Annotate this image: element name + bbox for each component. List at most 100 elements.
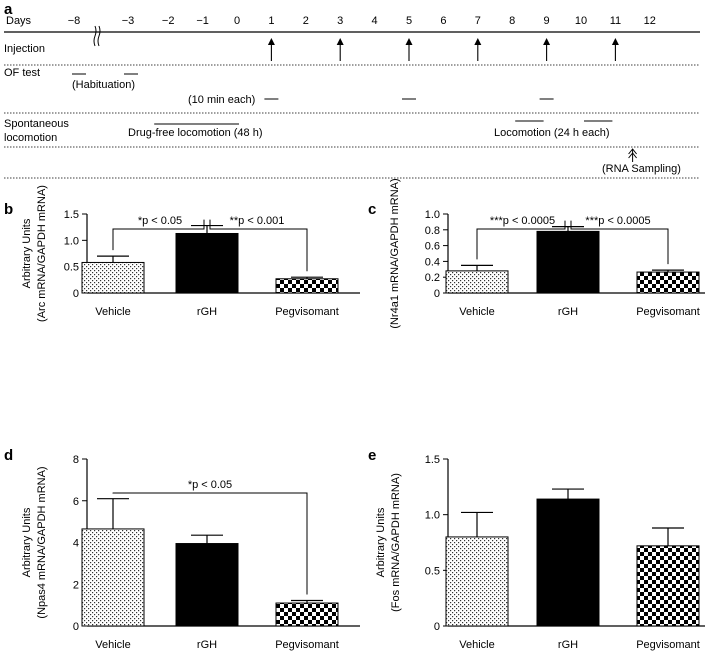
y-axis-label: Arbitrary Units xyxy=(375,507,387,577)
bar-pegvisomant xyxy=(636,545,700,627)
injection-arrow-head xyxy=(611,38,619,45)
day-tick-label: 2 xyxy=(303,15,309,27)
y-axis-label: Arbitrary Units xyxy=(21,218,33,288)
bar-vehicle xyxy=(445,536,509,627)
y-tick-label: 1.5 xyxy=(64,209,79,221)
day-tick-label: 9 xyxy=(544,15,550,27)
y-tick-label: 0 xyxy=(434,288,440,300)
bar-pegvisomant xyxy=(275,602,339,627)
y-axis-label-sub: (Npas4 mRNA/GAPDH mRNA) xyxy=(36,466,48,618)
category-label: Pegvisomant xyxy=(275,639,339,651)
chart-panel-e: e 0 0.5 1.0 1.5 Arbitrary Units (Fos mRNA/GAPD… xyxy=(368,447,705,651)
day-tick-label: 11 xyxy=(610,15,621,27)
day-tick-label: 3 xyxy=(337,15,343,27)
day-tick-label: 8 xyxy=(509,15,515,27)
injection-arrow-head xyxy=(474,38,482,45)
row-label-locomotion: locomotion xyxy=(4,132,57,144)
significance-bracket xyxy=(476,220,566,260)
significance-bracket xyxy=(209,219,308,272)
bar-vehicle xyxy=(81,528,145,627)
day-tick-label: −8 xyxy=(68,15,81,27)
day-tick-label: 6 xyxy=(440,15,446,27)
bar-rgh xyxy=(536,498,600,627)
category-label: Vehicle xyxy=(95,306,130,318)
y-tick-label: 0.6 xyxy=(425,241,440,253)
significance-bracket xyxy=(570,220,669,265)
category-label: Pegvisomant xyxy=(636,639,700,651)
panel-letter-a: a xyxy=(4,1,13,18)
axis-break-left xyxy=(93,25,97,47)
day-tick-label: 7 xyxy=(475,15,481,27)
category-label: rGH xyxy=(197,306,217,318)
bar-rgh xyxy=(175,543,239,627)
category-label: Pegvisomant xyxy=(636,306,700,318)
category-label: rGH xyxy=(558,306,578,318)
y-tick-label: 0 xyxy=(73,621,79,633)
category-label: Vehicle xyxy=(459,639,494,651)
y-tick-label: 0.4 xyxy=(425,256,440,268)
day-tick-labels: −8 −3 −2 −1 0 1 2 3 4 5 6 7 8 9 10 11 12 xyxy=(68,15,656,27)
locomotion-24h-label: Locomotion (24 h each) xyxy=(494,127,610,139)
category-label: Pegvisomant xyxy=(275,306,339,318)
day-tick-label: 0 xyxy=(234,15,240,27)
injection-arrow-head xyxy=(336,38,344,45)
rna-sampling-label: (RNA Sampling) xyxy=(602,163,681,175)
day-tick-label: 10 xyxy=(575,15,587,27)
day-tick-label: −1 xyxy=(196,15,209,27)
chart-panel-b: b 0 0.5 1.0 1.5 Arbitrary Units (Arc mRNA/GAPD… xyxy=(4,185,360,322)
habituation-label: (Habituation) xyxy=(72,79,135,91)
significance-label: ***p < 0.0005 xyxy=(490,215,555,227)
day-tick-label: 5 xyxy=(406,15,412,27)
injection-arrows xyxy=(267,38,619,61)
chart-panel-c: c 0 0.2 0.4 0.6 0.8 1.0 (Nr4a1 mRNA/GAPDH mRNA)… xyxy=(368,178,705,329)
day-tick-label: 4 xyxy=(372,15,378,27)
y-tick-label: 0.2 xyxy=(425,272,440,284)
axis-break-right xyxy=(97,25,101,47)
bar-rgh xyxy=(175,232,239,294)
row-label-injection: Injection xyxy=(4,43,45,55)
panel-letter: d xyxy=(4,447,13,464)
category-label: Vehicle xyxy=(459,306,494,318)
day-tick-label: 1 xyxy=(268,15,274,27)
significance-bracket xyxy=(112,492,308,595)
bar-vehicle xyxy=(445,270,509,294)
y-tick-label: 1.5 xyxy=(425,454,440,466)
significance-bracket xyxy=(112,219,205,251)
significance-label: *p < 0.05 xyxy=(138,215,182,227)
day-tick-label: 12 xyxy=(644,15,656,27)
bar-vehicle xyxy=(81,261,145,294)
row-label-of-test: OF test xyxy=(4,67,40,79)
y-tick-label: 8 xyxy=(73,454,79,466)
category-label: Vehicle xyxy=(95,639,130,651)
y-axis-label: Arbitrary Units xyxy=(21,507,33,577)
y-axis-label-sub: (Arc mRNA/GAPDH mRNA) xyxy=(36,185,48,322)
drug-free-label: Drug-free locomotion (48 h) xyxy=(128,127,263,139)
y-tick-label: 4 xyxy=(73,538,79,550)
ten-min-label: (10 min each) xyxy=(188,94,255,106)
day-tick-label: −2 xyxy=(162,15,175,27)
category-label: rGH xyxy=(558,639,578,651)
panel-letter: b xyxy=(4,201,13,218)
panel-letter: c xyxy=(368,201,376,218)
y-tick-label: 6 xyxy=(73,496,79,508)
y-tick-label: 0 xyxy=(73,288,79,300)
y-tick-label: 0 xyxy=(434,621,440,633)
rna-arrow-head xyxy=(628,148,637,159)
rna-sampling-arrow xyxy=(628,148,637,162)
y-tick-label: 2 xyxy=(73,579,79,591)
significance-label: ***p < 0.0005 xyxy=(585,215,650,227)
y-tick-label: 0.8 xyxy=(425,225,440,237)
injection-arrow-head xyxy=(405,38,413,45)
timeline-panel: a Days −8 −3 −2 −1 0 1 2 3 4 5 6 7 8 9 10 11 12 Injectio… xyxy=(4,1,700,179)
bar-pegvisomant xyxy=(275,278,339,294)
y-tick-label: 1.0 xyxy=(425,209,440,221)
injection-arrow-head xyxy=(543,38,551,45)
y-axis-label-sub: (Fos mRNA/GAPDH mRNA) xyxy=(390,473,402,612)
day-tick-label: −3 xyxy=(122,15,135,27)
panel-letter: e xyxy=(368,447,376,464)
significance-label: **p < 0.001 xyxy=(230,215,285,227)
y-tick-label: 1.0 xyxy=(425,510,440,522)
days-label: Days xyxy=(6,15,32,27)
y-axis-label-sub: (Nr4a1 mRNA/GAPDH mRNA) xyxy=(389,178,401,328)
